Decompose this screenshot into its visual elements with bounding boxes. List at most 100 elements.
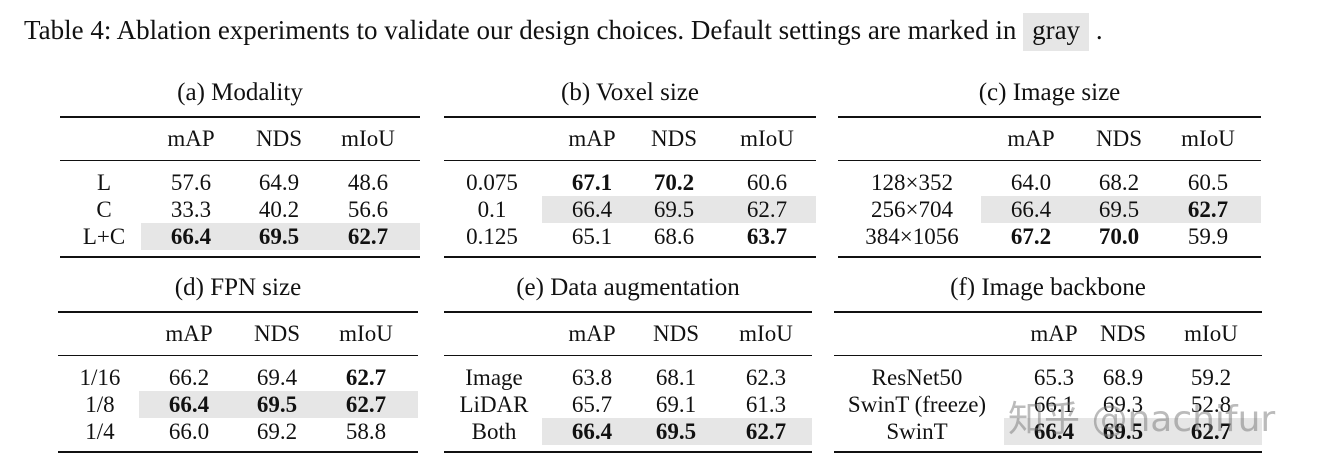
table-cell: 68.2 <box>1098 170 1140 195</box>
rule <box>444 256 816 258</box>
row-label: Both <box>471 419 517 444</box>
row-label: 1/16 <box>79 365 121 390</box>
column-header: NDS <box>650 126 697 151</box>
default-setting-highlight <box>542 418 812 445</box>
default-setting-highlight <box>1004 418 1262 445</box>
column-header: mIoU <box>339 321 393 346</box>
table-cell: 63.8 <box>571 365 613 390</box>
row-label: LiDAR <box>459 392 529 417</box>
rule <box>838 116 1261 118</box>
table-cell: 64.9 <box>258 170 300 195</box>
default-setting-highlight <box>141 223 420 250</box>
midrule <box>834 355 1262 356</box>
default-setting-highlight <box>542 196 816 223</box>
column-header: NDS <box>255 126 302 151</box>
row-label: 0.1 <box>477 197 507 222</box>
table-cell: 67.2 <box>1010 224 1052 249</box>
caption-end: . <box>1095 15 1103 45</box>
column-header: NDS <box>253 321 300 346</box>
table-cell: 62.7 <box>746 197 788 222</box>
table-cell: 57.6 <box>170 170 212 195</box>
row-label: 1/8 <box>85 392 115 417</box>
table-cell: 69.1 <box>655 392 697 417</box>
table-cell: 69.5 <box>258 224 300 249</box>
panel-title: (f) Image backbone <box>950 274 1146 301</box>
column-header: mIoU <box>341 126 395 151</box>
table-cell: 62.3 <box>745 365 787 390</box>
caption-text: Table 4: Ablation experiments to validat… <box>24 15 1017 45</box>
table-cell: 69.4 <box>256 365 298 390</box>
table-panel: (d) FPN size mAP NDS mIoU 1/16 66.2 69.4 62.7 1/… <box>58 273 418 455</box>
row-label: L+C <box>82 224 126 249</box>
midrule <box>444 160 816 161</box>
rule <box>444 311 812 313</box>
row-label: SwinT <box>886 419 948 444</box>
panel-title: (c) Image size <box>978 79 1121 106</box>
column-header: mAP <box>1007 126 1055 151</box>
column-header: mIoU <box>740 126 794 151</box>
table-cell: 70.2 <box>653 170 695 195</box>
column-header: mIoU <box>1184 321 1238 346</box>
table-cell: 60.5 <box>1187 170 1229 195</box>
table-cell: 40.2 <box>258 197 300 222</box>
column-header: mIoU <box>739 321 793 346</box>
table-cell: 60.6 <box>746 170 788 195</box>
table-cell: 33.3 <box>170 197 212 222</box>
column-header: mAP <box>568 321 616 346</box>
row-label: 1/4 <box>85 419 115 444</box>
midrule <box>444 355 812 356</box>
table-cell: 69.5 <box>1098 197 1140 222</box>
row-label: 0.125 <box>466 224 518 249</box>
row-label: C <box>96 197 112 222</box>
row-label: 128×352 <box>871 170 953 195</box>
table-cell: 68.1 <box>655 365 697 390</box>
table-cell: 66.4 <box>1033 419 1075 444</box>
table-cell: 69.5 <box>655 419 697 444</box>
table-panel: (f) Image backbone mAP NDS mIoU ResNet50 65.3… <box>834 273 1262 455</box>
table-cell: 68.6 <box>653 224 695 249</box>
rule <box>444 116 816 118</box>
table-cell: 66.1 <box>1033 392 1075 417</box>
table-cell: 62.7 <box>1187 197 1229 222</box>
table-cell: 48.6 <box>347 170 389 195</box>
table-caption: Table 4: Ablation experiments to validat… <box>24 8 1103 52</box>
table-cell: 69.5 <box>1102 419 1144 444</box>
table-cell: 62.7 <box>1190 419 1232 444</box>
table-cell: 69.5 <box>653 197 695 222</box>
row-label: 256×704 <box>871 197 953 222</box>
panel-title: (d) FPN size <box>174 274 302 301</box>
row-label: 384×1056 <box>865 224 959 249</box>
default-setting-highlight <box>139 391 418 418</box>
panel-title: (a) Modality <box>177 79 303 106</box>
table-cell: 64.0 <box>1010 170 1052 195</box>
table-cell: 59.9 <box>1187 224 1229 249</box>
table-cell: 61.3 <box>745 392 787 417</box>
midrule <box>60 160 420 161</box>
table-cell: 65.3 <box>1033 365 1075 390</box>
table-cell: 62.7 <box>745 419 787 444</box>
table-cell: 68.9 <box>1102 365 1144 390</box>
table-cell: 70.0 <box>1098 224 1140 249</box>
table-cell: 58.8 <box>345 419 387 444</box>
table-cell: 52.8 <box>1190 392 1232 417</box>
table-cell: 63.7 <box>746 224 788 249</box>
table-panel: (e) Data augmentation mAP NDS mIoU Image 63.8… <box>444 273 812 455</box>
rule <box>444 451 812 453</box>
table-panel: (a) Modality mAP NDS mIoU L 57.6 64.9 48.6 C 33.3… <box>60 78 420 260</box>
column-header: NDS <box>1095 126 1142 151</box>
rule <box>834 451 1262 453</box>
column-header: mAP <box>167 126 215 151</box>
table-cell: 66.4 <box>571 419 613 444</box>
column-header: mAP <box>165 321 213 346</box>
row-label: SwinT (freeze) <box>847 392 987 417</box>
column-header: mIoU <box>1181 126 1235 151</box>
midrule <box>58 355 418 356</box>
table-cell: 67.1 <box>571 170 613 195</box>
table-cell: 62.7 <box>345 365 387 390</box>
table-cell: 65.7 <box>571 392 613 417</box>
table-cell: 66.4 <box>168 392 210 417</box>
table-cell: 69.5 <box>256 392 298 417</box>
table-cell: 65.1 <box>571 224 613 249</box>
column-header: NDS <box>1099 321 1146 346</box>
column-header: mAP <box>1030 321 1078 346</box>
